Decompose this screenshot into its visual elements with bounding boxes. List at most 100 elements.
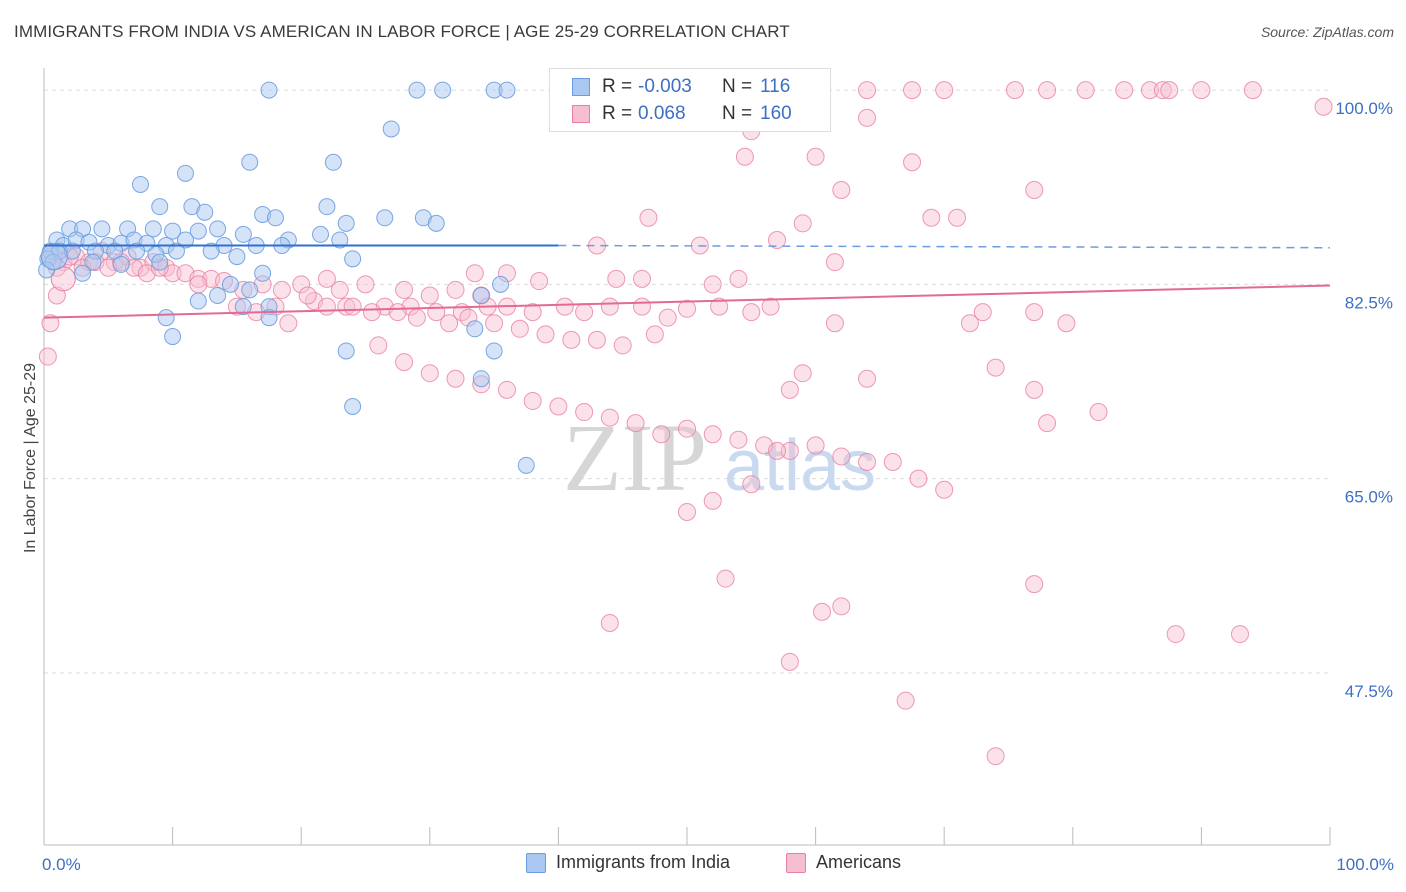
y-tick-label: 47.5% [1345,682,1393,701]
series-india [38,81,535,474]
data-point-americans [530,272,549,291]
data-point-americans [1192,81,1211,100]
data-point-india [176,164,194,182]
data-point-americans [465,264,484,283]
data-point-americans [825,253,844,272]
data-point-india [472,370,490,388]
data-point-americans [1166,625,1185,644]
data-point-americans [510,319,529,338]
data-point-india [234,298,252,316]
data-point-americans [935,480,954,499]
data-point-americans [858,108,877,127]
data-point-americans [555,297,574,316]
legend-label-india: Immigrants from India [556,852,731,872]
data-point-americans [903,81,922,100]
y-tick-labels: 100.0% 82.5% 65.0% 47.5% [1335,99,1393,701]
data-point-americans [678,419,696,438]
data-point-india [164,328,182,346]
data-point-americans [1005,81,1024,100]
data-point-india [331,231,349,249]
data-point-india [209,220,227,238]
data-point-india [209,286,227,304]
data-point-americans [440,314,459,333]
series-americans [38,81,1333,766]
legend-r-value: -0.003 [638,76,692,97]
data-point-americans [395,353,414,372]
data-point-americans [639,208,658,227]
data-point-americans [729,430,748,449]
data-point-india [260,309,278,327]
data-point-india [254,264,272,282]
data-point-americans [909,469,928,488]
data-point-india [324,153,342,171]
trend-line-americans [43,284,1331,319]
data-point-india [492,275,510,293]
data-point-india [318,198,336,216]
legend-row-india: R = -0.003 N = 116 [572,74,790,100]
data-point-americans [189,275,208,294]
data-point-india [241,153,259,171]
data-point-americans [420,286,439,305]
data-point-india [466,320,484,338]
data-point-americans [575,403,594,422]
data-point-americans [632,269,651,288]
data-point-americans [356,275,375,294]
data-point-americans [292,275,311,294]
y-tick-label: 100.0% [1335,99,1393,118]
data-point-americans [832,181,851,200]
data-point-americans [832,597,851,616]
data-point-americans [742,303,761,322]
data-point-americans [858,81,877,100]
data-point-india [131,175,149,193]
data-point-americans [729,269,748,288]
data-point-americans [1230,625,1249,644]
data-point-india [189,222,207,240]
data-point-india [221,275,239,293]
y-axis-label: In Labor Force | Age 25-29 [22,363,39,553]
data-point-americans [813,602,832,621]
x-tick-label-max: 100.0% [1336,855,1394,874]
data-point-americans [780,380,799,399]
data-point-americans [858,453,877,471]
data-point-americans [279,314,298,333]
data-point-india [344,397,362,415]
data-point-india [498,81,516,99]
data-point-americans [1025,575,1044,594]
data-point-americans [446,280,465,299]
data-point-americans [883,453,902,471]
data-point-americans [1076,81,1095,100]
data-point-americans [1025,303,1044,322]
data-point-india [176,231,194,249]
data-point-india [266,209,284,227]
data-point-india [485,342,503,360]
data-point-americans [1038,414,1057,433]
data-point-americans [780,441,799,460]
legend-swatch-india [526,852,546,873]
data-point-americans [317,297,336,316]
legend-row-americans: R = 0.068 N = 160 [572,101,792,127]
data-point-americans [1025,380,1044,399]
data-point-americans [1140,81,1159,100]
data-point-americans [407,308,426,327]
data-point-americans [613,336,632,355]
data-point-americans [420,364,439,383]
data-point-americans [626,414,645,433]
legend-swatch-americans [786,852,806,873]
legend-r-label: R = [602,76,633,97]
data-point-india [337,342,355,360]
data-point-india [157,309,175,327]
data-point-americans [761,297,780,316]
data-point-americans [896,691,915,710]
data-point-americans [549,397,568,416]
data-point-americans [632,297,651,316]
data-point-americans [575,303,594,322]
data-point-americans [1038,81,1057,100]
data-point-americans [703,275,722,294]
data-point-india [337,214,355,232]
data-point-india [228,248,246,266]
data-point-americans [1153,81,1172,100]
y-tick-label: 65.0% [1345,488,1393,507]
data-point-india [128,242,146,260]
axes [43,68,1331,846]
data-point-india [164,222,182,240]
